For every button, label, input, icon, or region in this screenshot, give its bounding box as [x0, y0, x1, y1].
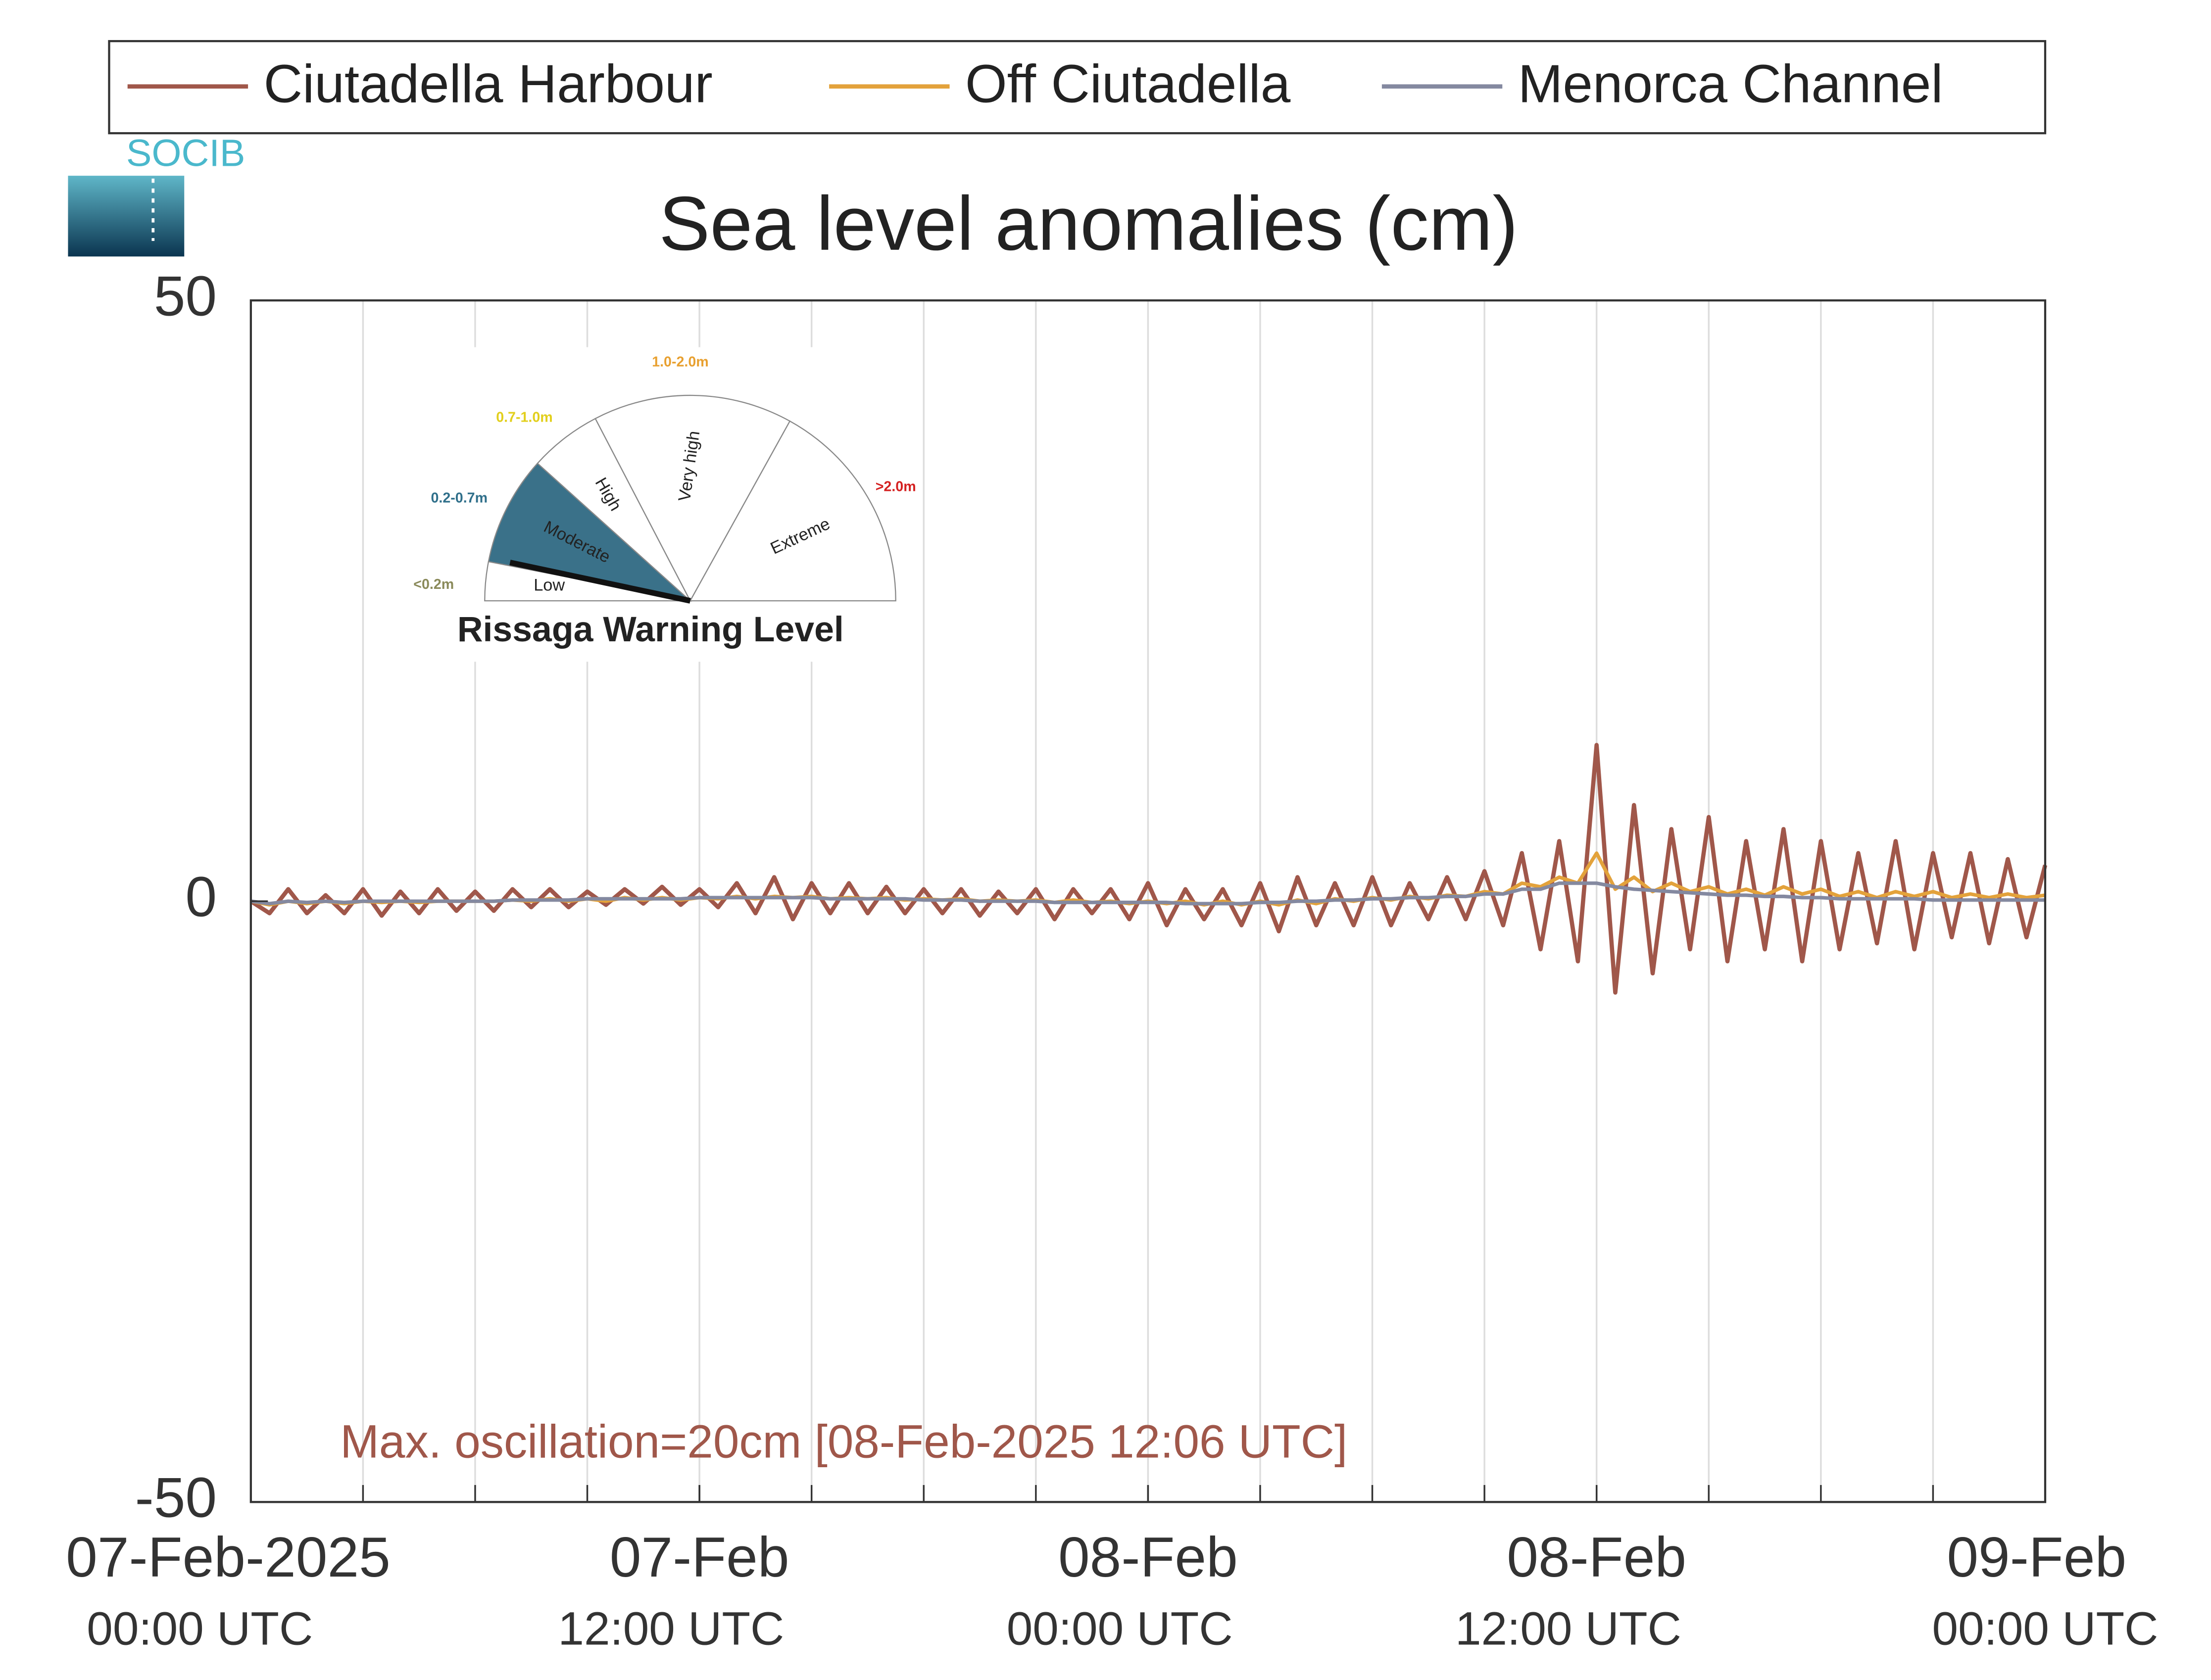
- ticks: 07-Feb-2025 00:00 UTC 07-Feb 12:00 UTC 08-Fe…: [66, 264, 2158, 1655]
- x-tick-label: 08-Feb: [1507, 1526, 1686, 1589]
- series-line: [250, 881, 2045, 906]
- gauge-sector: [689, 420, 896, 602]
- gauge-sector: [594, 394, 791, 602]
- lines: [249, 743, 2048, 995]
- y-tick-label: -50: [135, 1466, 217, 1530]
- logo: [68, 176, 185, 257]
- legend: Ciutadella Harbour Off Ciutadella Menorca …: [127, 53, 1943, 114]
- gauge-range-label: 0.2-0.7m: [431, 490, 488, 506]
- legend-label: Off Ciutadella: [965, 53, 1291, 114]
- x-tick-sublabel: 00:00 UTC: [1932, 1603, 2159, 1655]
- x-tick-label: 07-Feb-2025: [66, 1526, 391, 1589]
- gauge-range-label: 1.0-2.0m: [652, 354, 709, 370]
- legend-label: Menorca Channel: [1518, 53, 1943, 114]
- legend-label: Ciutadella Harbour: [264, 53, 713, 114]
- y-tick-label: 0: [185, 865, 217, 928]
- gauge-level-label: Low: [534, 576, 565, 594]
- x-tick-label: 09-Feb: [1947, 1526, 2126, 1589]
- y-tick-label: 50: [154, 264, 217, 328]
- chart-title: Sea level anomalies (cm): [659, 181, 1518, 266]
- logo-text: SOCIB: [126, 132, 246, 174]
- gauge-range-label: >2.0m: [876, 479, 916, 495]
- gauge-needle: [509, 560, 691, 604]
- gauge-range-label: <0.2m: [413, 576, 454, 592]
- gauge-sector: [537, 418, 691, 601]
- x-tick-sublabel: 12:00 UTC: [1455, 1603, 1681, 1655]
- x-tick-sublabel: 00:00 UTC: [1007, 1603, 1233, 1655]
- series-line: [249, 743, 2048, 995]
- x-tick-sublabel: 12:00 UTC: [558, 1603, 784, 1655]
- x-tick-label: 08-Feb: [1058, 1526, 1238, 1589]
- gauge-title: Rissaga Warning Level: [457, 610, 844, 649]
- x-tick-label: 07-Feb: [610, 1526, 789, 1589]
- x-tick-sublabel: 00:00 UTC: [87, 1603, 313, 1655]
- annotation: Max. oscillation=20cm [08-Feb-2025 12:06…: [340, 1416, 1347, 1468]
- legend-box: [108, 40, 2047, 135]
- gauge-range-label: 0.7-1.0m: [496, 409, 553, 425]
